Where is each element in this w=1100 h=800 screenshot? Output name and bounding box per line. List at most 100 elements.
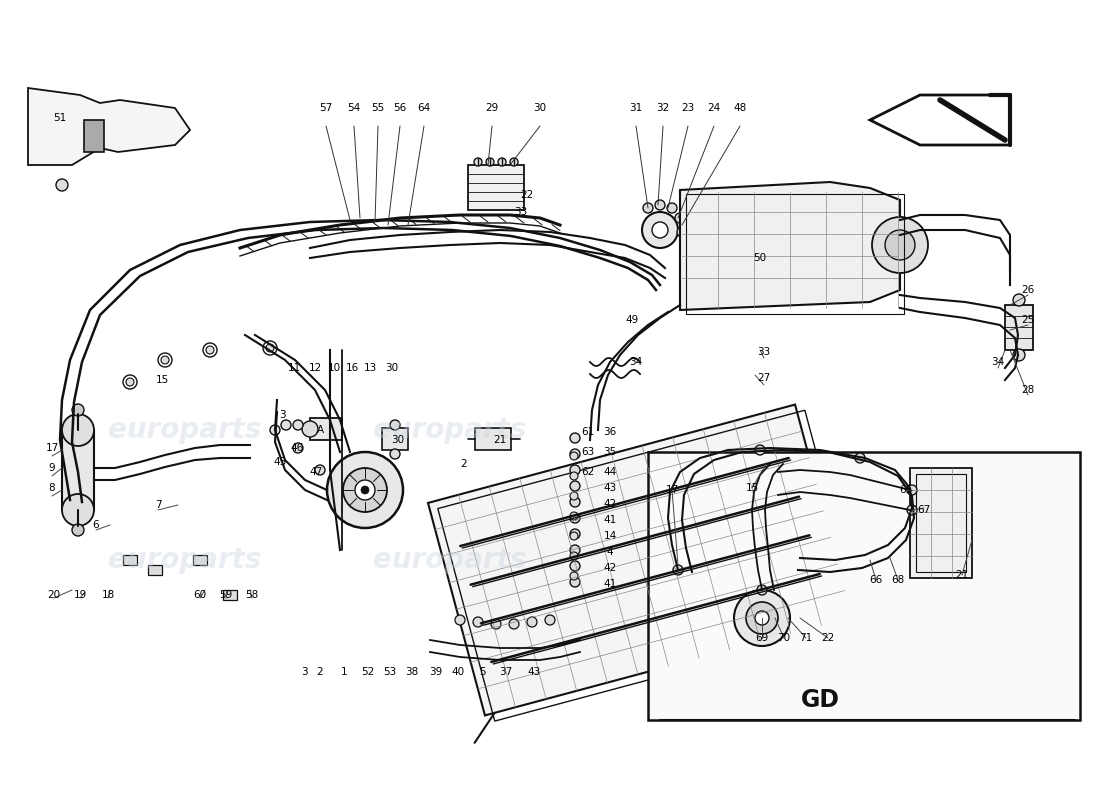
Text: 66: 66 — [869, 575, 882, 585]
Circle shape — [570, 497, 580, 507]
Text: 60: 60 — [194, 590, 207, 600]
Circle shape — [474, 158, 482, 166]
Text: 18: 18 — [101, 590, 114, 600]
Text: 28: 28 — [1022, 385, 1035, 395]
Text: 21: 21 — [494, 435, 507, 445]
Bar — [475, 428, 512, 450]
Circle shape — [642, 212, 678, 248]
Circle shape — [570, 481, 580, 491]
Circle shape — [570, 465, 580, 475]
Text: 24: 24 — [707, 103, 721, 113]
Circle shape — [123, 375, 138, 389]
Circle shape — [675, 213, 685, 223]
Circle shape — [654, 200, 666, 210]
Text: 39: 39 — [429, 667, 442, 677]
Circle shape — [570, 529, 580, 539]
Text: 33: 33 — [758, 347, 771, 357]
Text: 15: 15 — [155, 375, 168, 385]
Text: 34: 34 — [991, 357, 1004, 367]
Text: 29: 29 — [485, 103, 498, 113]
Text: 6: 6 — [92, 520, 99, 530]
Circle shape — [455, 615, 465, 625]
Circle shape — [509, 619, 519, 629]
Text: europarts: europarts — [108, 546, 262, 574]
Text: 35: 35 — [604, 447, 617, 457]
Bar — [382, 428, 408, 450]
Text: 43: 43 — [527, 667, 540, 677]
Text: 21: 21 — [956, 570, 969, 580]
Circle shape — [293, 443, 303, 453]
Circle shape — [570, 452, 578, 460]
Circle shape — [62, 414, 94, 446]
Circle shape — [355, 480, 375, 500]
Text: europarts: europarts — [373, 546, 527, 574]
Text: 49: 49 — [626, 315, 639, 325]
Circle shape — [667, 203, 676, 213]
Circle shape — [570, 552, 578, 560]
Text: 55: 55 — [372, 103, 385, 113]
Text: 2: 2 — [461, 459, 468, 469]
Circle shape — [361, 486, 368, 494]
Circle shape — [544, 615, 556, 625]
Text: 33: 33 — [515, 207, 528, 217]
Text: 22: 22 — [822, 633, 835, 643]
Text: 59: 59 — [219, 590, 232, 600]
Text: 10: 10 — [328, 363, 341, 373]
Bar — [910, 468, 972, 578]
Circle shape — [158, 353, 172, 367]
Text: 30: 30 — [385, 363, 398, 373]
Text: 8: 8 — [48, 483, 55, 493]
Text: europarts: europarts — [373, 416, 527, 444]
Text: 16: 16 — [345, 363, 359, 373]
Circle shape — [263, 341, 277, 355]
Text: 5: 5 — [478, 667, 485, 677]
Circle shape — [266, 344, 274, 352]
Circle shape — [570, 513, 580, 523]
Circle shape — [491, 619, 501, 629]
Text: 22: 22 — [520, 190, 534, 200]
Circle shape — [206, 346, 214, 354]
Circle shape — [570, 472, 578, 480]
Text: 52: 52 — [362, 667, 375, 677]
Text: 57: 57 — [319, 103, 332, 113]
Circle shape — [570, 545, 580, 555]
Circle shape — [570, 561, 580, 571]
Circle shape — [72, 524, 84, 536]
Text: 12: 12 — [308, 363, 321, 373]
Circle shape — [56, 179, 68, 191]
Polygon shape — [428, 405, 852, 715]
Text: 44: 44 — [604, 467, 617, 477]
Circle shape — [327, 452, 403, 528]
Circle shape — [302, 421, 318, 437]
Circle shape — [673, 565, 683, 575]
Circle shape — [676, 227, 688, 237]
Circle shape — [570, 532, 578, 540]
Text: 71: 71 — [800, 633, 813, 643]
Polygon shape — [680, 182, 900, 310]
Text: 17: 17 — [45, 443, 58, 453]
Text: 9: 9 — [48, 463, 55, 473]
Text: 63: 63 — [582, 447, 595, 457]
Bar — [310, 418, 342, 440]
Text: 31: 31 — [629, 103, 642, 113]
Circle shape — [1013, 294, 1025, 306]
Circle shape — [126, 378, 134, 386]
Text: 19: 19 — [74, 590, 87, 600]
Text: 34: 34 — [629, 357, 642, 367]
Bar — [223, 590, 236, 600]
Text: 56: 56 — [394, 103, 407, 113]
Text: 23: 23 — [681, 103, 694, 113]
Text: 61: 61 — [582, 427, 595, 437]
Text: 25: 25 — [1022, 315, 1035, 325]
Circle shape — [757, 585, 767, 595]
Circle shape — [390, 420, 400, 430]
Circle shape — [161, 356, 169, 364]
Text: 1: 1 — [341, 667, 348, 677]
Text: 43: 43 — [604, 483, 617, 493]
Circle shape — [343, 468, 387, 512]
Circle shape — [908, 505, 917, 515]
Bar — [123, 555, 138, 565]
Polygon shape — [870, 95, 1010, 145]
Text: 37: 37 — [499, 667, 513, 677]
Bar — [1005, 305, 1033, 350]
